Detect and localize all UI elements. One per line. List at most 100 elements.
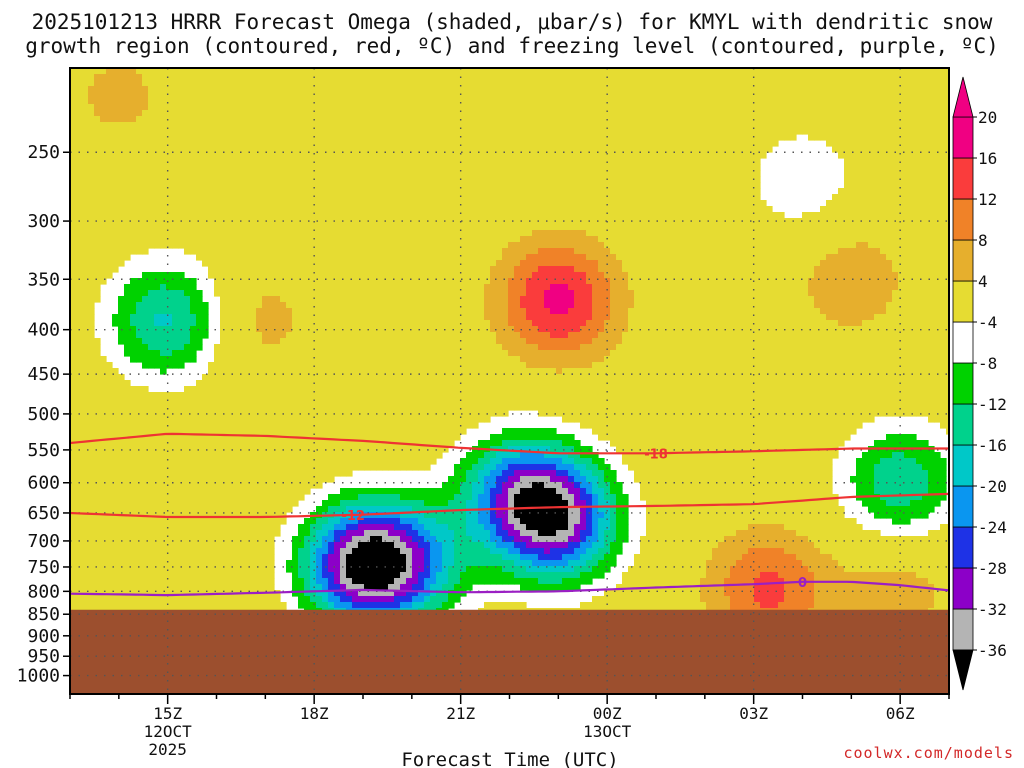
omega-cell <box>250 200 257 207</box>
omega-cell <box>868 104 875 111</box>
omega-cell <box>670 158 677 165</box>
omega-cell <box>154 116 161 123</box>
omega-cell <box>394 140 401 147</box>
omega-cell <box>754 68 761 75</box>
omega-cell <box>922 254 929 261</box>
omega-cell <box>640 92 647 99</box>
omega-cell <box>562 242 569 249</box>
omega-cell <box>190 110 197 117</box>
omega-cell <box>910 176 917 183</box>
omega-cell <box>652 74 659 81</box>
omega-cell <box>820 74 827 81</box>
omega-cell <box>166 74 173 81</box>
omega-cell <box>796 242 803 249</box>
omega-cell <box>148 272 155 279</box>
omega-cell <box>868 122 875 129</box>
omega-cell <box>820 80 827 87</box>
omega-cell <box>892 122 899 129</box>
omega-cell <box>520 212 527 219</box>
omega-cell <box>916 134 923 141</box>
omega-cell <box>568 236 575 243</box>
omega-cell <box>688 254 695 261</box>
omega-cell <box>148 236 155 243</box>
omega-cell <box>538 182 545 189</box>
omega-cell <box>808 224 815 231</box>
omega-cell <box>730 80 737 87</box>
omega-cell <box>640 212 647 219</box>
omega-cell <box>550 212 557 219</box>
omega-cell <box>742 80 749 87</box>
omega-cell <box>286 266 293 273</box>
omega-cell <box>550 128 557 135</box>
omega-cell <box>274 236 281 243</box>
omega-cell <box>814 68 821 75</box>
omega-cell <box>400 272 407 279</box>
omega-cell <box>862 92 869 99</box>
omega-cell <box>256 170 263 177</box>
omega-cell <box>388 122 395 129</box>
omega-cell <box>484 140 491 147</box>
omega-cell <box>586 188 593 195</box>
omega-cell <box>88 98 95 105</box>
omega-cell <box>616 248 623 255</box>
omega-cell <box>286 206 293 213</box>
omega-cell <box>724 182 731 189</box>
omega-cell <box>328 98 335 105</box>
omega-cell <box>142 98 149 105</box>
omega-cell <box>874 134 881 141</box>
omega-cell <box>652 176 659 183</box>
omega-cell <box>382 266 389 273</box>
omega-cell <box>76 86 83 93</box>
omega-cell <box>472 218 479 225</box>
omega-cell <box>448 140 455 147</box>
omega-cell <box>298 272 305 279</box>
omega-cell <box>484 260 491 267</box>
omega-cell <box>640 170 647 177</box>
omega-cell <box>238 272 245 279</box>
omega-cell <box>334 140 341 147</box>
omega-cell <box>490 110 497 117</box>
omega-cell <box>148 188 155 195</box>
omega-cell <box>796 254 803 261</box>
omega-cell <box>124 98 131 105</box>
omega-cell <box>82 230 89 237</box>
omega-cell <box>76 146 83 153</box>
omega-cell <box>160 224 167 231</box>
omega-cell <box>220 248 227 255</box>
omega-cell <box>94 158 101 165</box>
omega-cell <box>718 86 725 93</box>
omega-cell <box>586 104 593 111</box>
omega-cell <box>88 260 95 267</box>
omega-cell <box>256 188 263 195</box>
omega-cell <box>634 164 641 171</box>
omega-cell <box>628 104 635 111</box>
omega-cell <box>418 236 425 243</box>
omega-cell <box>454 92 461 99</box>
omega-cell <box>268 134 275 141</box>
omega-cell <box>76 110 83 117</box>
omega-cell <box>484 110 491 117</box>
omega-cell <box>112 110 119 117</box>
omega-cell <box>748 260 755 267</box>
omega-cell <box>292 242 299 249</box>
omega-cell <box>286 248 293 255</box>
omega-cell <box>928 272 935 279</box>
omega-cell <box>334 266 341 273</box>
omega-cell <box>298 188 305 195</box>
omega-cell <box>760 86 767 93</box>
omega-cell <box>700 110 707 117</box>
omega-cell <box>574 194 581 201</box>
omega-cell <box>568 98 575 105</box>
omega-cell <box>490 68 497 75</box>
omega-cell <box>568 146 575 153</box>
omega-cell <box>502 248 509 255</box>
omega-cell <box>658 176 665 183</box>
omega-cell <box>742 242 749 249</box>
omega-cell <box>328 110 335 117</box>
omega-cell <box>640 218 647 225</box>
omega-cell <box>844 176 851 183</box>
omega-cell <box>406 242 413 249</box>
omega-cell <box>376 158 383 165</box>
omega-cell <box>562 92 569 99</box>
omega-cell <box>352 86 359 93</box>
